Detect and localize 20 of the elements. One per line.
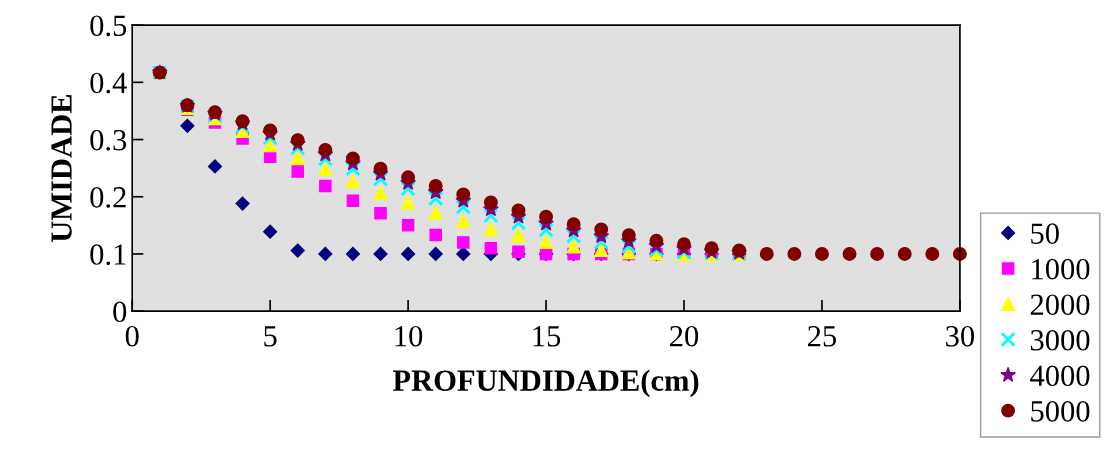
legend-label: 2000: [1030, 294, 1090, 316]
legend-label: 3000: [1030, 329, 1090, 351]
y-axis-title: UMIDADE: [51, 95, 72, 243]
y-tick-label: 0.5: [90, 15, 127, 37]
y-tick-label: 0.3: [90, 129, 127, 151]
y-tick-label: 0.2: [90, 187, 126, 208]
legend-label: 50: [1031, 223, 1059, 244]
x-axis-title: PROFUNDIDADE(cm): [392, 369, 699, 398]
x-tick-label: 20: [670, 325, 699, 347]
legend-label: 4000: [1030, 365, 1090, 387]
x-tick-label: 30: [946, 325, 975, 347]
x-tick-label: 5: [264, 326, 277, 347]
y-tick-label: 0.1: [90, 244, 126, 265]
y-tick-label: 0.4: [90, 72, 127, 94]
x-tick-label: 10: [395, 325, 423, 347]
legend-label: 1000: [1032, 258, 1090, 280]
x-tick-label: 25: [808, 326, 837, 347]
legend-label: 5000: [1031, 401, 1090, 422]
y-tick-label: 0: [113, 301, 127, 323]
x-tick-label: 15: [533, 326, 561, 347]
